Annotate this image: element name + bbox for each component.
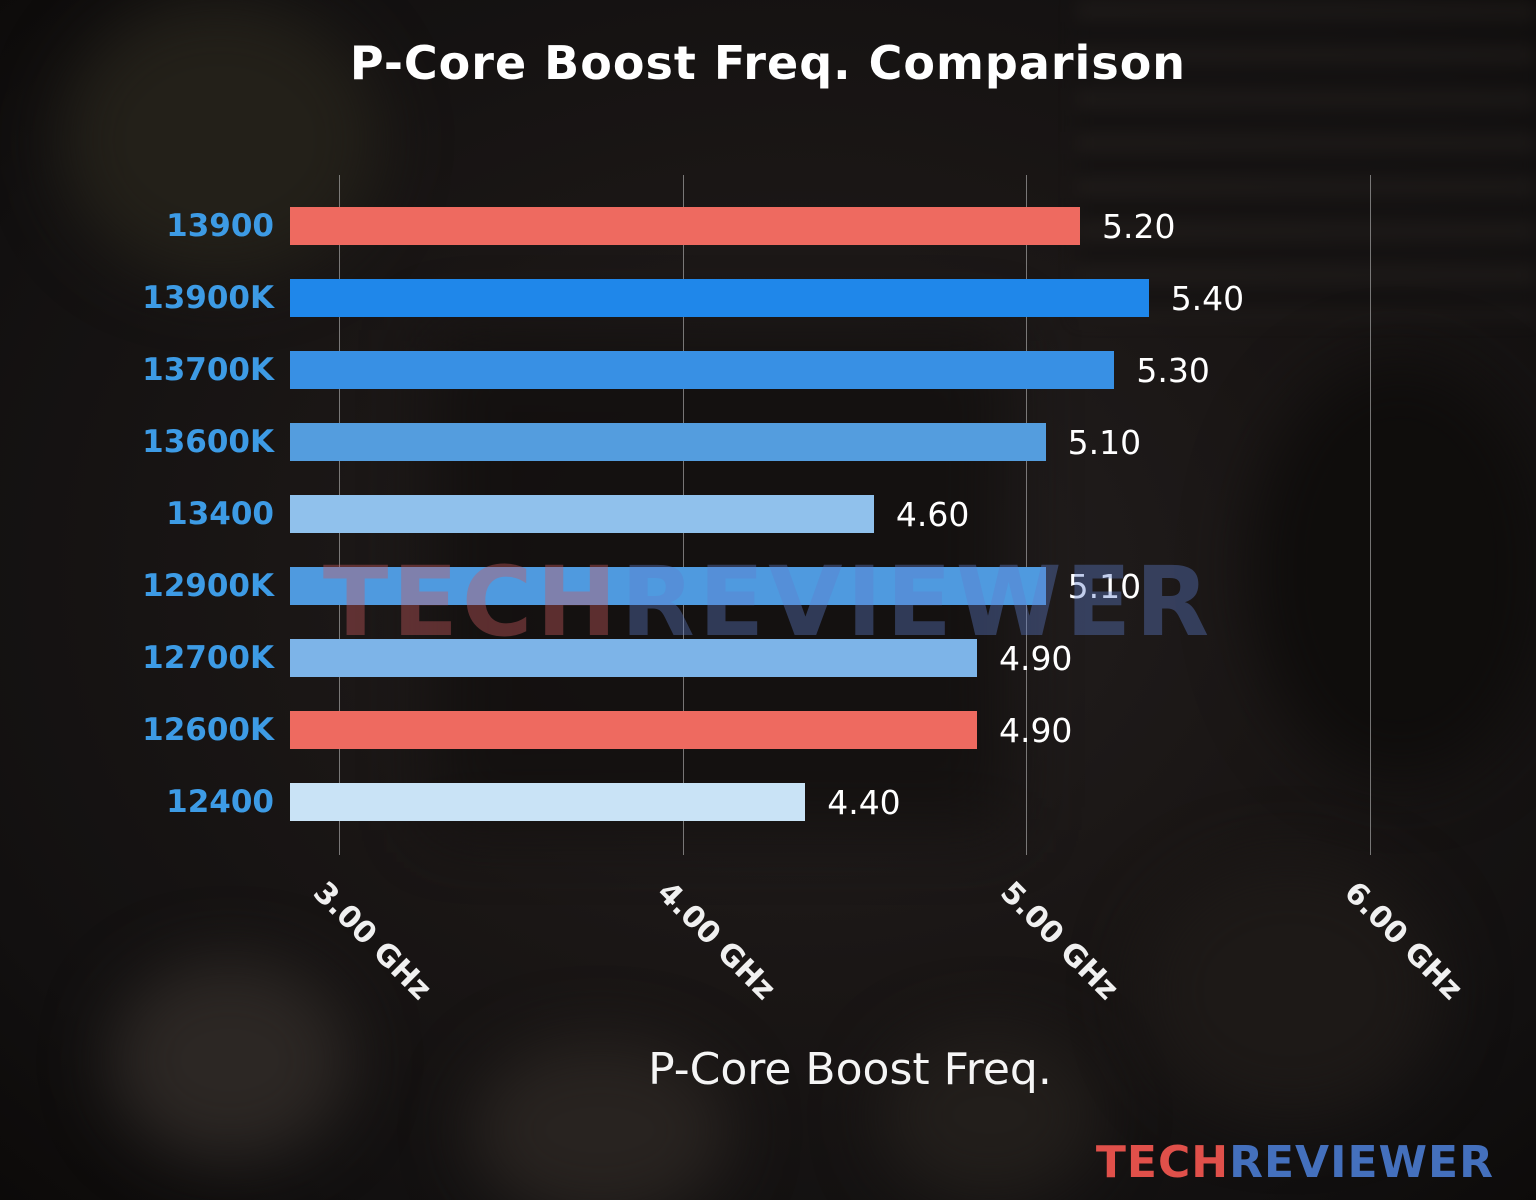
y-axis-label: 12400 [166,784,274,820]
value-label: 5.30 [1136,350,1210,390]
value-label: 5.40 [1170,278,1245,318]
bg-blob [110,960,350,1160]
bar-13900 [290,207,1080,245]
y-axis-label: 12600K [142,712,274,748]
y-axis-label: 12700K [142,640,274,676]
bar-12400 [290,783,806,821]
logo-tech: TECH [1095,1137,1230,1188]
bar-12900K [290,567,1046,605]
bar-row: 12900K 5.10 [70,550,1500,622]
bar-12600K [290,711,977,749]
gridline [1026,175,1028,855]
value-label: 5.20 [1102,206,1176,246]
bar-12700K [290,639,977,677]
bar-row: 13700K 5.30 [70,334,1500,406]
value-label: 4.90 [998,638,1073,678]
bar-row: 13400 4.60 [70,478,1500,550]
value-label: 4.40 [827,782,901,822]
bar-row: 12600K 4.90 [70,694,1500,766]
y-axis-label: 13900 [166,208,274,244]
logo-reviewer: REVIEWER [1229,1137,1494,1188]
bar-13600K [290,423,1046,461]
bar-13700K [290,351,1115,389]
y-axis-label: 13700K [142,352,274,388]
bg-blob [1140,860,1440,1120]
value-label: 4.90 [998,710,1073,750]
value-label: 4.60 [895,494,970,534]
gridline [1369,175,1371,855]
bar-13400 [290,495,874,533]
bg-blob [470,1040,730,1200]
bar-row: 13600K 5.10 [70,406,1500,478]
value-label: 5.10 [1067,566,1142,606]
heatsink-fins-art [1076,0,1536,320]
y-axis-label: 13900K [142,280,274,316]
chart-title: P-Core Boost Freq. Comparison [349,36,1187,90]
bar-row: 13900 5.20 [70,190,1500,262]
y-axis-label: 13400 [166,496,274,532]
bar-row: 12700K 4.90 [70,622,1500,694]
techreviewer-logo: TECHREVIEWER [1096,1137,1494,1188]
bar-13900K [290,279,1149,317]
bg-blob [880,1030,1100,1200]
bar-row: 13900K 5.40 [70,262,1500,334]
bar-row: 12400 4.40 [70,766,1500,838]
value-label: 5.10 [1067,422,1142,462]
bg-blob [1250,360,1536,780]
bars: 13900 5.20 13900K 5.40 13700K 5.30 13600K 5.10 1… [70,190,1500,838]
x-axis-title: P-Core Boost Freq. [648,1044,1052,1095]
y-axis-label: 12900K [142,568,274,604]
y-axis-label: 13600K [142,424,274,460]
